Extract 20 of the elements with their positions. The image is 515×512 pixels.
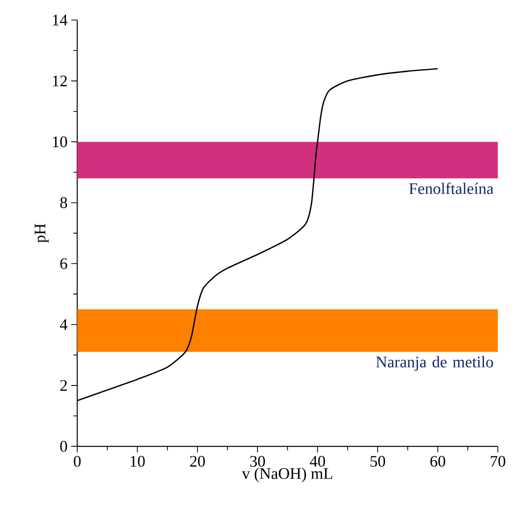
band-label: Fenolftaleína	[409, 182, 494, 194]
x-tick-label: 0	[74, 456, 81, 467]
y-tick-label: 4	[60, 319, 68, 330]
y-axis-title: pH	[34, 224, 49, 243]
y-tick-label: 6	[60, 258, 68, 269]
x-axis-title: v (NaOH) mL	[242, 468, 332, 482]
y-tick-label: 8	[60, 197, 68, 208]
x-tick-label: 30	[250, 456, 265, 467]
y-tick-label: 14	[52, 14, 68, 26]
x-tick-label: 20	[190, 456, 205, 467]
x-tick-label: 70	[490, 456, 506, 467]
x-tick-label: 60	[430, 456, 446, 467]
y-tick-label: 10	[52, 136, 68, 148]
y-tick-label: 12	[52, 76, 67, 86]
x-tick-label: 40	[310, 456, 326, 467]
y-tick-label: 2	[60, 380, 67, 391]
y-tick-label: 0	[60, 440, 68, 452]
x-tick-label: 50	[370, 456, 386, 467]
band-label: Naranja de metilo	[376, 356, 493, 371]
x-tick-label: 10	[130, 456, 145, 467]
